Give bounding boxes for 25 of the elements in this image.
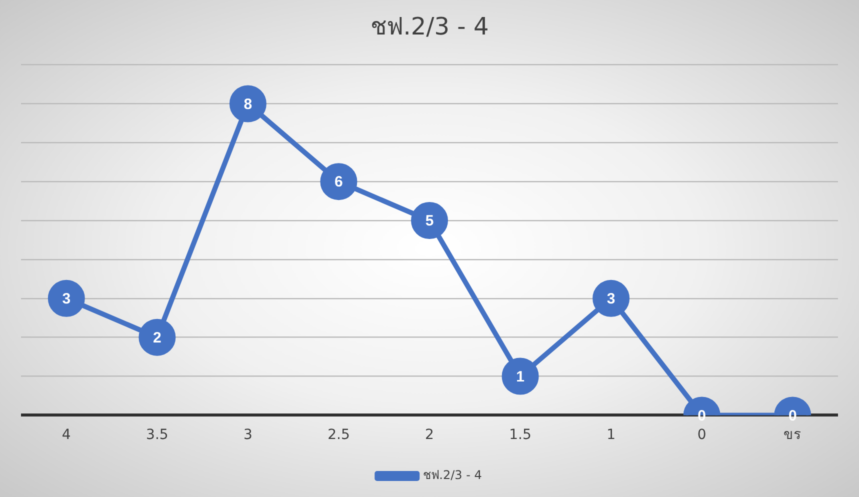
- data-label: 3: [606, 290, 616, 308]
- x-tick-label: 2: [425, 427, 434, 444]
- point: [411, 202, 448, 240]
- legend-label: ชฟ.2/3 - 4: [423, 468, 482, 482]
- x-tick-label: 3.5: [146, 427, 168, 444]
- x-tick-label: 4: [62, 427, 71, 444]
- point: [592, 280, 630, 317]
- chart-title: ชฟ.2/3 - 4: [370, 12, 489, 41]
- x-tick-label: 0: [697, 427, 706, 444]
- x-tick-label: 3: [243, 427, 252, 444]
- x-tick-label: 1: [606, 427, 616, 444]
- data-label: 8: [244, 96, 252, 113]
- data-label: 2: [152, 329, 162, 346]
- x-tick-label: 1.5: [509, 427, 532, 444]
- data-label: 6: [334, 174, 343, 191]
- data-label: 3: [62, 290, 71, 308]
- point: [502, 358, 539, 395]
- point: [320, 163, 358, 200]
- point: [138, 318, 176, 356]
- data-label: 5: [425, 212, 434, 230]
- x-tick-label: 2.5: [328, 427, 350, 444]
- point: [48, 280, 85, 317]
- point: [229, 85, 266, 122]
- data-label: 1: [516, 368, 524, 386]
- x-tick-label: ขร: [784, 427, 802, 444]
